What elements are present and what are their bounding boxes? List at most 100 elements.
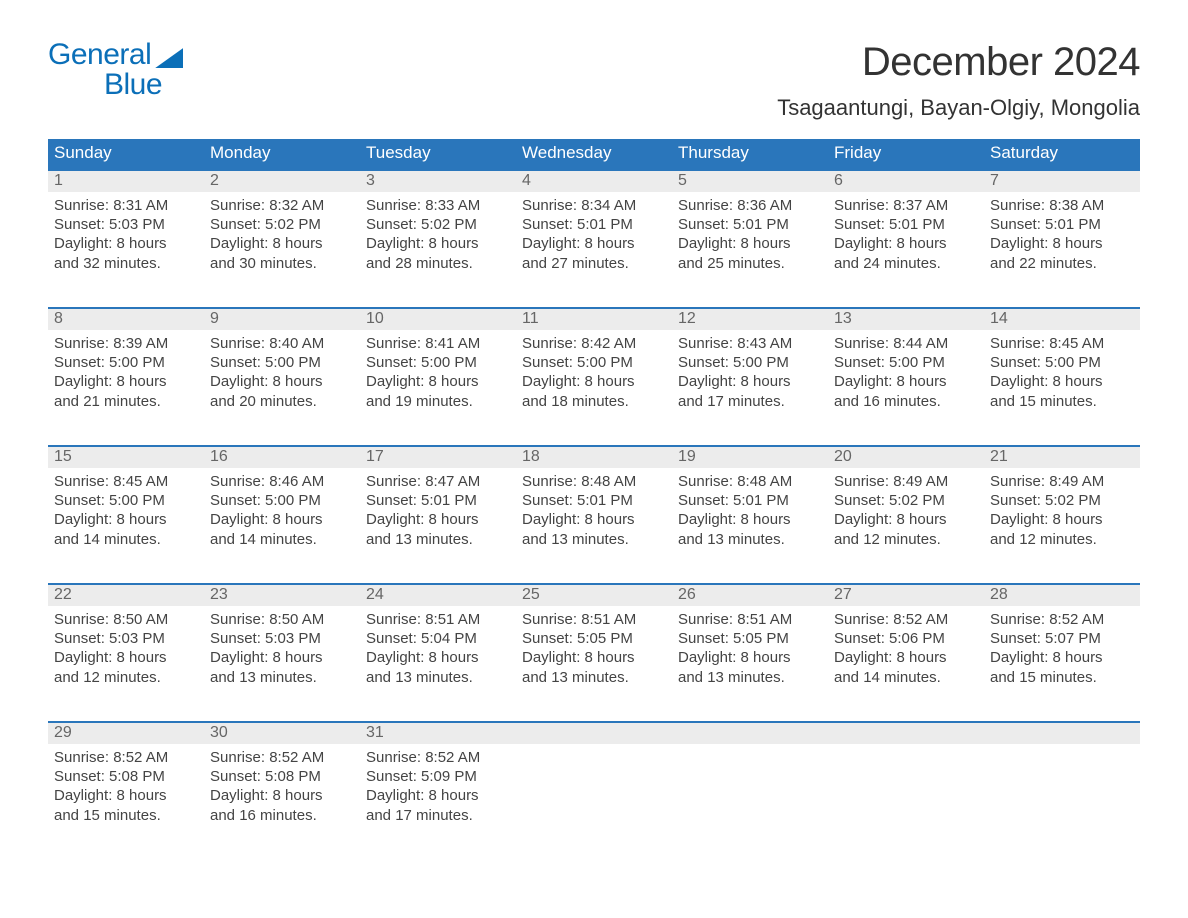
- day-sunrise: Sunrise: 8:52 AM: [990, 610, 1134, 629]
- day-sunset: Sunset: 5:05 PM: [678, 629, 822, 648]
- day-d2: and 17 minutes.: [366, 806, 510, 825]
- weeks-container: 1Sunrise: 8:31 AMSunset: 5:03 PMDaylight…: [48, 169, 1140, 841]
- day-number: 14: [984, 309, 1140, 330]
- day-sunset: Sunset: 5:05 PM: [522, 629, 666, 648]
- day-d1: Daylight: 8 hours: [54, 510, 198, 529]
- day-d2: and 27 minutes.: [522, 254, 666, 273]
- day-d2: and 14 minutes.: [834, 668, 978, 687]
- day-body: Sunrise: 8:50 AMSunset: 5:03 PMDaylight:…: [204, 606, 360, 691]
- week-row: 1Sunrise: 8:31 AMSunset: 5:03 PMDaylight…: [48, 169, 1140, 289]
- day-d1: Daylight: 8 hours: [990, 234, 1134, 253]
- weekday-header: Wednesday: [516, 139, 672, 169]
- day-body: Sunrise: 8:48 AMSunset: 5:01 PMDaylight:…: [672, 468, 828, 553]
- day-number: 11: [516, 309, 672, 330]
- day-body: Sunrise: 8:38 AMSunset: 5:01 PMDaylight:…: [984, 192, 1140, 277]
- day-d1: Daylight: 8 hours: [54, 372, 198, 391]
- day-number: 26: [672, 585, 828, 606]
- day-d2: and 12 minutes.: [54, 668, 198, 687]
- day-number: 27: [828, 585, 984, 606]
- day-number: 20: [828, 447, 984, 468]
- day-cell: 10Sunrise: 8:41 AMSunset: 5:00 PMDayligh…: [360, 309, 516, 427]
- day-sunset: Sunset: 5:03 PM: [54, 215, 198, 234]
- day-sunrise: Sunrise: 8:45 AM: [54, 472, 198, 491]
- weekday-header: Monday: [204, 139, 360, 169]
- day-d1: Daylight: 8 hours: [210, 372, 354, 391]
- logo-text-1: General: [48, 40, 151, 70]
- day-number: 3: [360, 171, 516, 192]
- day-cell: 9Sunrise: 8:40 AMSunset: 5:00 PMDaylight…: [204, 309, 360, 427]
- day-d1: Daylight: 8 hours: [366, 648, 510, 667]
- day-d1: Daylight: 8 hours: [678, 372, 822, 391]
- day-number: [984, 723, 1140, 744]
- day-body: Sunrise: 8:37 AMSunset: 5:01 PMDaylight:…: [828, 192, 984, 277]
- day-d2: and 14 minutes.: [210, 530, 354, 549]
- day-d1: Daylight: 8 hours: [834, 648, 978, 667]
- day-d1: Daylight: 8 hours: [522, 234, 666, 253]
- day-cell: 14Sunrise: 8:45 AMSunset: 5:00 PMDayligh…: [984, 309, 1140, 427]
- day-d1: Daylight: 8 hours: [54, 648, 198, 667]
- day-cell: 12Sunrise: 8:43 AMSunset: 5:00 PMDayligh…: [672, 309, 828, 427]
- day-d1: Daylight: 8 hours: [834, 372, 978, 391]
- day-d2: and 18 minutes.: [522, 392, 666, 411]
- day-sunrise: Sunrise: 8:50 AM: [210, 610, 354, 629]
- day-sunrise: Sunrise: 8:49 AM: [990, 472, 1134, 491]
- day-body: Sunrise: 8:51 AMSunset: 5:05 PMDaylight:…: [672, 606, 828, 691]
- day-sunrise: Sunrise: 8:43 AM: [678, 334, 822, 353]
- week-row: 15Sunrise: 8:45 AMSunset: 5:00 PMDayligh…: [48, 445, 1140, 565]
- day-sunrise: Sunrise: 8:52 AM: [366, 748, 510, 767]
- day-cell: 2Sunrise: 8:32 AMSunset: 5:02 PMDaylight…: [204, 171, 360, 289]
- day-d1: Daylight: 8 hours: [366, 510, 510, 529]
- weekday-header: Saturday: [984, 139, 1140, 169]
- day-cell: 4Sunrise: 8:34 AMSunset: 5:01 PMDaylight…: [516, 171, 672, 289]
- weekday-header-row: SundayMondayTuesdayWednesdayThursdayFrid…: [48, 139, 1140, 169]
- day-sunrise: Sunrise: 8:51 AM: [522, 610, 666, 629]
- day-d2: and 17 minutes.: [678, 392, 822, 411]
- day-d1: Daylight: 8 hours: [834, 510, 978, 529]
- weekday-header: Tuesday: [360, 139, 516, 169]
- day-sunset: Sunset: 5:02 PM: [366, 215, 510, 234]
- day-body: Sunrise: 8:34 AMSunset: 5:01 PMDaylight:…: [516, 192, 672, 277]
- day-body: Sunrise: 8:49 AMSunset: 5:02 PMDaylight:…: [984, 468, 1140, 553]
- day-cell: 24Sunrise: 8:51 AMSunset: 5:04 PMDayligh…: [360, 585, 516, 703]
- day-d1: Daylight: 8 hours: [210, 648, 354, 667]
- day-sunrise: Sunrise: 8:41 AM: [366, 334, 510, 353]
- week-row: 29Sunrise: 8:52 AMSunset: 5:08 PMDayligh…: [48, 721, 1140, 841]
- day-sunrise: Sunrise: 8:34 AM: [522, 196, 666, 215]
- day-d1: Daylight: 8 hours: [678, 234, 822, 253]
- day-body: Sunrise: 8:32 AMSunset: 5:02 PMDaylight:…: [204, 192, 360, 277]
- day-number: 23: [204, 585, 360, 606]
- day-sunset: Sunset: 5:03 PM: [54, 629, 198, 648]
- day-cell: 27Sunrise: 8:52 AMSunset: 5:06 PMDayligh…: [828, 585, 984, 703]
- day-number: 25: [516, 585, 672, 606]
- day-cell: [828, 723, 984, 841]
- day-d2: and 13 minutes.: [678, 530, 822, 549]
- day-number: 2: [204, 171, 360, 192]
- month-title: December 2024: [777, 40, 1140, 85]
- day-body: Sunrise: 8:47 AMSunset: 5:01 PMDaylight:…: [360, 468, 516, 553]
- weekday-header: Sunday: [48, 139, 204, 169]
- day-sunrise: Sunrise: 8:51 AM: [366, 610, 510, 629]
- day-d2: and 24 minutes.: [834, 254, 978, 273]
- day-sunset: Sunset: 5:09 PM: [366, 767, 510, 786]
- day-sunset: Sunset: 5:00 PM: [990, 353, 1134, 372]
- day-number: 6: [828, 171, 984, 192]
- day-d2: and 28 minutes.: [366, 254, 510, 273]
- day-cell: 6Sunrise: 8:37 AMSunset: 5:01 PMDaylight…: [828, 171, 984, 289]
- day-sunrise: Sunrise: 8:52 AM: [210, 748, 354, 767]
- day-body: Sunrise: 8:44 AMSunset: 5:00 PMDaylight:…: [828, 330, 984, 415]
- day-sunrise: Sunrise: 8:38 AM: [990, 196, 1134, 215]
- day-cell: 31Sunrise: 8:52 AMSunset: 5:09 PMDayligh…: [360, 723, 516, 841]
- day-number: 5: [672, 171, 828, 192]
- day-number: [828, 723, 984, 744]
- header: General Blue December 2024 Tsagaantungi,…: [48, 40, 1140, 121]
- day-body: Sunrise: 8:49 AMSunset: 5:02 PMDaylight:…: [828, 468, 984, 553]
- day-body: Sunrise: 8:41 AMSunset: 5:00 PMDaylight:…: [360, 330, 516, 415]
- day-cell: 1Sunrise: 8:31 AMSunset: 5:03 PMDaylight…: [48, 171, 204, 289]
- day-sunset: Sunset: 5:02 PM: [834, 491, 978, 510]
- day-d1: Daylight: 8 hours: [990, 372, 1134, 391]
- day-number: [516, 723, 672, 744]
- day-sunrise: Sunrise: 8:48 AM: [522, 472, 666, 491]
- day-d1: Daylight: 8 hours: [522, 648, 666, 667]
- day-sunrise: Sunrise: 8:49 AM: [834, 472, 978, 491]
- day-sunset: Sunset: 5:01 PM: [522, 215, 666, 234]
